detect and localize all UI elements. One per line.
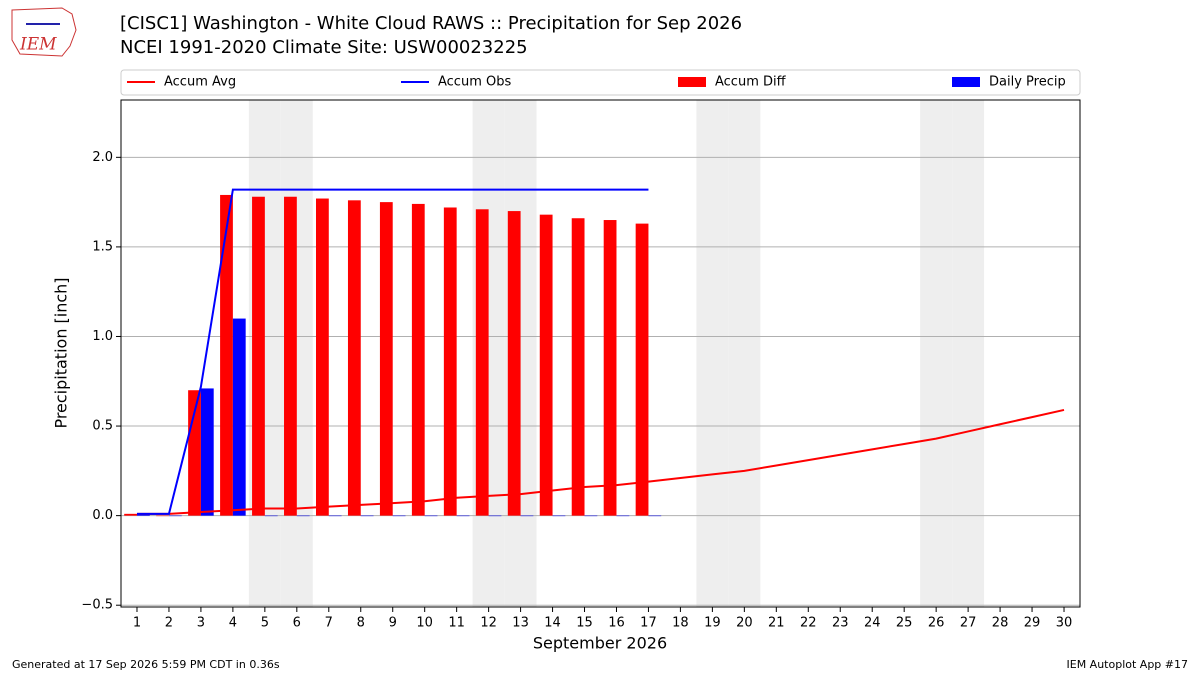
bar: [360, 515, 374, 517]
bar: [603, 220, 617, 516]
logo-text: IEM: [19, 35, 57, 55]
legend-label: Accum Diff: [715, 75, 787, 90]
x-tick-label: 20: [736, 616, 753, 631]
bar: [284, 196, 297, 516]
x-tick-label: 24: [864, 616, 881, 631]
legend-label: Accum Obs: [438, 75, 511, 90]
x-tick-label: 28: [992, 616, 1009, 631]
bar: [520, 515, 534, 517]
bar: [443, 207, 457, 516]
x-tick-label: 16: [608, 616, 625, 631]
line: [136, 188, 649, 515]
x-tick-label: 1: [133, 616, 141, 631]
line: [136, 408, 1065, 515]
x-tick-label: 9: [389, 616, 397, 631]
bar: [200, 388, 214, 516]
y-tick-label: 1.0: [92, 329, 113, 344]
x-tick-label: 8: [357, 616, 365, 631]
bar: [488, 515, 502, 517]
legend-box: [120, 69, 1081, 96]
x-tick-label: 12: [480, 616, 497, 631]
x-tick-label: 10: [416, 616, 433, 631]
y-tick-label: 2.0: [92, 150, 113, 165]
bar: [475, 209, 489, 516]
bar: [232, 318, 246, 516]
bar: [571, 218, 585, 516]
x-tick-label: 7: [325, 616, 333, 631]
y-tick-label: −0.5: [81, 598, 113, 613]
bar: [411, 203, 425, 516]
bar: [507, 211, 521, 516]
bar: [616, 515, 630, 517]
legend-label: Daily Precip: [989, 75, 1066, 90]
bar: [392, 515, 406, 517]
y-tick-label: 0.0: [92, 508, 113, 523]
y-tick-label: 0.5: [92, 419, 113, 434]
bar: [552, 515, 566, 517]
bar: [424, 515, 438, 517]
bar: [220, 194, 233, 516]
x-tick-label: 11: [448, 616, 465, 631]
x-tick-label: 14: [544, 616, 561, 631]
x-tick-label: 23: [832, 616, 849, 631]
weekend-shade: [696, 100, 729, 607]
weekend-shade: [728, 100, 761, 607]
x-tick-label: 15: [576, 616, 593, 631]
legend-label: Accum Avg: [164, 75, 236, 90]
x-tick-label: 26: [928, 616, 945, 631]
bar: [315, 198, 329, 516]
x-tick-label: 29: [1024, 616, 1041, 631]
bar: [264, 515, 278, 517]
y-tick-label: 1.5: [92, 239, 113, 254]
x-tick-label: 21: [768, 616, 785, 631]
footer-right: IEM Autoplot App #17: [1067, 658, 1189, 671]
chart-subtitle: NCEI 1991-2020 Climate Site: USW00023225: [120, 37, 528, 58]
x-tick-label: 17: [640, 616, 657, 631]
weekend-shade: [952, 100, 985, 607]
footer-left: Generated at 17 Sep 2026 5:59 PM CDT in …: [12, 658, 280, 671]
bar: [347, 200, 361, 516]
x-tick-label: 19: [704, 616, 721, 631]
bar: [635, 223, 649, 516]
bar: [456, 515, 470, 517]
x-tick-label: 4: [229, 616, 237, 631]
y-axis-label: Precipitation [inch]: [52, 277, 71, 428]
bar: [539, 214, 553, 516]
legend-swatch: [678, 77, 706, 87]
bar: [296, 515, 310, 517]
x-tick-label: 30: [1056, 616, 1073, 631]
bar: [156, 515, 169, 517]
legend-swatch: [952, 77, 980, 87]
bar: [584, 515, 598, 517]
x-tick-label: 6: [293, 616, 301, 631]
bar: [124, 513, 137, 516]
x-tick-label: 2: [165, 616, 173, 631]
x-tick-label: 5: [261, 616, 269, 631]
x-axis-label: September 2026: [533, 634, 667, 653]
x-tick-label: 22: [800, 616, 817, 631]
bar: [252, 196, 265, 516]
x-tick-label: 18: [672, 616, 689, 631]
bar: [168, 515, 182, 517]
weekend-shade: [920, 100, 953, 607]
x-tick-label: 25: [896, 616, 913, 631]
chart-title: [CISC1] Washington - White Cloud RAWS ::…: [120, 13, 742, 34]
logo-outline: [11, 7, 77, 57]
bar: [379, 202, 393, 516]
bar: [328, 515, 342, 517]
bar: [648, 515, 662, 517]
x-tick-label: 27: [960, 616, 977, 631]
logo: IEM: [11, 7, 77, 57]
x-tick-label: 3: [197, 616, 205, 631]
plot-frame: [120, 99, 1081, 608]
x-tick-label: 13: [512, 616, 529, 631]
